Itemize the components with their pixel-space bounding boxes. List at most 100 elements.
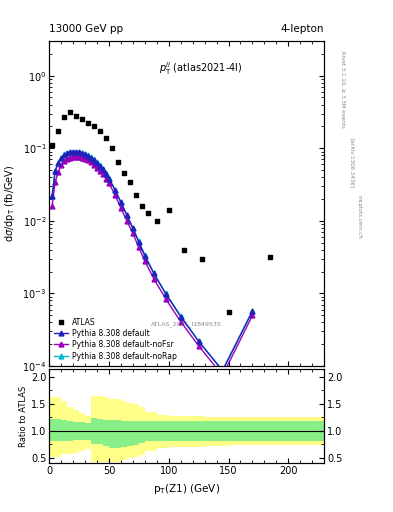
Pythia 8.308 default-noRap: [68, 149, 72, 155]
ATLAS: [109, 144, 115, 153]
ATLAS: [97, 127, 103, 136]
Pythia 8.308 default-noRap: [220, 367, 225, 373]
Pythia 8.308 default-noRap: [77, 149, 81, 155]
Pythia 8.308 default-noFsr: [86, 157, 90, 163]
Pythia 8.308 default: [77, 149, 81, 155]
Pythia 8.308 default-noRap: [196, 338, 201, 344]
Pythia 8.308 default: [163, 291, 168, 297]
ATLAS: [180, 246, 187, 254]
Text: $p_\mathrm{T}^{ll}$ (atlas2021-4l): $p_\mathrm{T}^{ll}$ (atlas2021-4l): [159, 60, 242, 77]
Pythia 8.308 default-noRap: [178, 313, 183, 319]
Pythia 8.308 default: [142, 253, 147, 259]
ATLAS: [103, 134, 109, 142]
Text: 13000 GeV pp: 13000 GeV pp: [49, 25, 123, 34]
Pythia 8.308 default-noRap: [112, 186, 117, 193]
Pythia 8.308 default-noFsr: [97, 167, 102, 174]
Pythia 8.308 default-noFsr: [130, 230, 135, 237]
Pythia 8.308 default: [59, 155, 63, 161]
Pythia 8.308 default-noFsr: [80, 155, 84, 161]
ATLAS: [121, 169, 127, 178]
ATLAS: [91, 122, 97, 131]
ATLAS: [154, 217, 160, 225]
Pythia 8.308 default-noRap: [142, 252, 147, 258]
ATLAS: [133, 190, 139, 199]
ATLAS: [139, 202, 145, 210]
Pythia 8.308 default-noFsr: [92, 162, 96, 168]
Pythia 8.308 default-noFsr: [107, 180, 111, 186]
Pythia 8.308 default: [101, 166, 105, 173]
Pythia 8.308 default: [107, 176, 111, 182]
Pythia 8.308 default: [86, 153, 90, 159]
Pythia 8.308 default-noRap: [53, 168, 57, 175]
Pythia 8.308 default-noRap: [130, 225, 135, 231]
Pythia 8.308 default: [112, 186, 117, 193]
Pythia 8.308 default: [220, 368, 225, 374]
Pythia 8.308 default-noFsr: [196, 343, 201, 349]
ATLAS: [165, 206, 172, 215]
Pythia 8.308 default-noRap: [86, 152, 90, 158]
Pythia 8.308 default-noFsr: [59, 162, 63, 168]
Pythia 8.308 default-noRap: [89, 154, 94, 160]
Text: [arXiv:1306.3436]: [arXiv:1306.3436]: [349, 138, 354, 188]
Pythia 8.308 default-noFsr: [95, 164, 99, 170]
ATLAS: [198, 254, 205, 263]
Pythia 8.308 default: [178, 313, 183, 319]
Pythia 8.308 default-noRap: [97, 162, 102, 168]
Pythia 8.308 default-noRap: [119, 199, 123, 205]
ATLAS: [73, 112, 79, 120]
Pythia 8.308 default: [250, 308, 255, 314]
Pythia 8.308 default-noFsr: [56, 169, 61, 175]
Pythia 8.308 default: [92, 157, 96, 163]
ATLAS: [226, 308, 232, 316]
Pythia 8.308 default-noFsr: [77, 154, 81, 160]
Pythia 8.308 default: [136, 239, 141, 245]
Pythia 8.308 default: [68, 149, 72, 155]
Pythia 8.308 default-noRap: [83, 151, 87, 157]
Pythia 8.308 default-noRap: [104, 170, 108, 177]
ATLAS: [67, 108, 73, 116]
Pythia 8.308 default-noFsr: [112, 191, 117, 198]
Pythia 8.308 default-noRap: [163, 290, 168, 296]
Pythia 8.308 default: [97, 163, 102, 169]
Pythia 8.308 default: [62, 152, 66, 158]
Text: ATLAS_2021_I1849535: ATLAS_2021_I1849535: [151, 322, 222, 327]
Pythia 8.308 default: [80, 150, 84, 156]
Pythia 8.308 default: [196, 338, 201, 344]
ATLAS: [49, 141, 55, 150]
Pythia 8.308 default-noRap: [50, 193, 55, 199]
Pythia 8.308 default-noFsr: [62, 158, 66, 164]
Pythia 8.308 default: [130, 225, 135, 231]
Pythia 8.308 default-noFsr: [142, 258, 147, 264]
Pythia 8.308 default: [71, 149, 75, 155]
Text: Rivet 3.1.10, ≥ 3.3M events: Rivet 3.1.10, ≥ 3.3M events: [340, 51, 345, 128]
Pythia 8.308 default-noRap: [107, 175, 111, 181]
Pythia 8.308 default: [119, 199, 123, 205]
Pythia 8.308 default-noRap: [136, 239, 141, 245]
Legend: ATLAS, Pythia 8.308 default, Pythia 8.308 default-noFsr, Pythia 8.308 default-no: ATLAS, Pythia 8.308 default, Pythia 8.30…: [53, 316, 178, 362]
Pythia 8.308 default-noRap: [151, 270, 156, 276]
X-axis label: p$_\mathrm{T}$(Z1) (GeV): p$_\mathrm{T}$(Z1) (GeV): [153, 482, 220, 496]
Pythia 8.308 default-noFsr: [71, 154, 75, 160]
Line: Pythia 8.308 default: Pythia 8.308 default: [50, 150, 255, 373]
Pythia 8.308 default: [104, 171, 108, 177]
ATLAS: [127, 178, 133, 186]
Pythia 8.308 default: [65, 150, 70, 156]
Pythia 8.308 default: [56, 160, 61, 166]
Y-axis label: d$\sigma$/dp$_\mathrm{T}$ (fb/GeV): d$\sigma$/dp$_\mathrm{T}$ (fb/GeV): [3, 165, 17, 242]
Pythia 8.308 default: [89, 155, 94, 161]
Pythia 8.308 default-noFsr: [68, 155, 72, 161]
ATLAS: [145, 208, 151, 217]
Pythia 8.308 default-noFsr: [250, 312, 255, 318]
Pythia 8.308 default: [125, 212, 129, 218]
Pythia 8.308 default-noFsr: [73, 154, 78, 160]
Pythia 8.308 default: [151, 270, 156, 276]
Text: mcplots.cern.ch: mcplots.cern.ch: [356, 195, 361, 239]
ATLAS: [55, 126, 61, 135]
ATLAS: [61, 113, 67, 121]
Pythia 8.308 default-noFsr: [178, 318, 183, 325]
Pythia 8.308 default-noFsr: [151, 275, 156, 282]
Pythia 8.308 default: [50, 193, 55, 199]
Pythia 8.308 default-noFsr: [50, 203, 55, 209]
Pythia 8.308 default-noRap: [59, 155, 63, 161]
Pythia 8.308 default-noFsr: [83, 156, 87, 162]
